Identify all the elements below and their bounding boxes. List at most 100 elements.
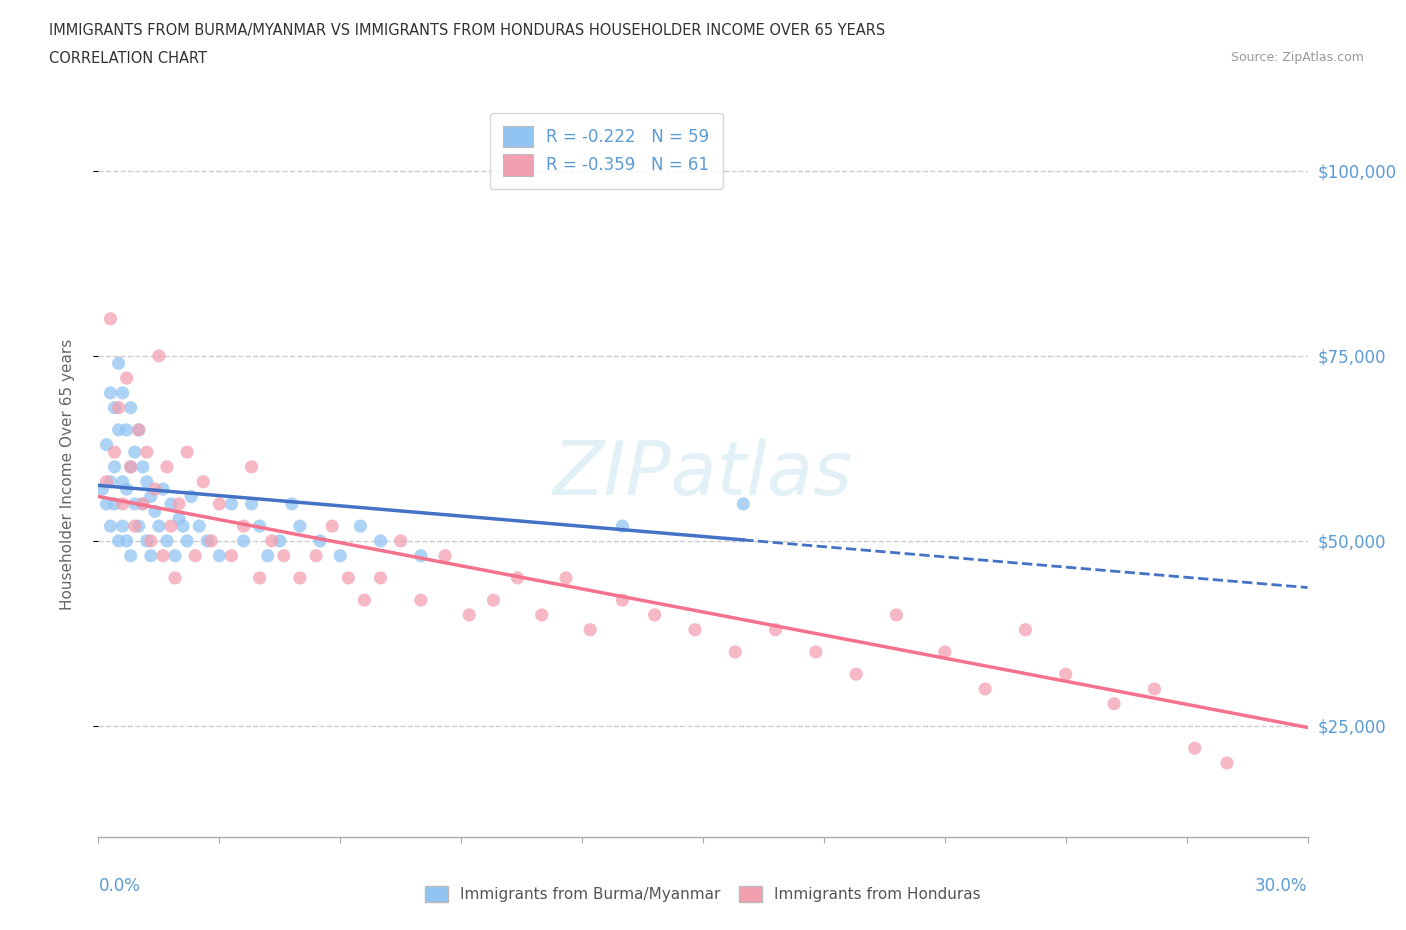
Point xyxy=(132,497,155,512)
Point xyxy=(353,592,375,607)
Point xyxy=(804,644,827,659)
Point xyxy=(167,512,190,526)
Point xyxy=(111,497,134,512)
Point xyxy=(260,534,283,549)
Point xyxy=(115,371,138,386)
Point xyxy=(683,622,706,637)
Point xyxy=(974,682,997,697)
Point xyxy=(139,489,162,504)
Point xyxy=(184,549,207,564)
Point xyxy=(143,482,166,497)
Point xyxy=(195,534,218,549)
Point xyxy=(96,437,118,452)
Point xyxy=(240,497,263,512)
Point xyxy=(1184,740,1206,755)
Point xyxy=(288,570,311,585)
Point xyxy=(167,497,190,512)
Point xyxy=(370,534,392,549)
Point xyxy=(724,644,747,659)
Point xyxy=(160,497,183,512)
Point xyxy=(103,497,125,512)
Point xyxy=(96,497,118,512)
Text: Source: ZipAtlas.com: Source: ZipAtlas.com xyxy=(1230,51,1364,64)
Point xyxy=(103,445,125,459)
Point xyxy=(172,519,194,534)
Point xyxy=(232,534,254,549)
Legend: R = -0.222   N = 59, R = -0.359   N = 61: R = -0.222 N = 59, R = -0.359 N = 61 xyxy=(489,113,723,189)
Point xyxy=(176,534,198,549)
Point xyxy=(612,592,634,607)
Point xyxy=(103,400,125,415)
Point xyxy=(269,534,291,549)
Point xyxy=(482,592,505,607)
Point xyxy=(135,474,157,489)
Point xyxy=(221,549,243,564)
Point xyxy=(100,385,122,400)
Point xyxy=(91,482,114,497)
Point xyxy=(370,570,392,585)
Point xyxy=(273,549,295,564)
Point xyxy=(612,519,634,534)
Text: 0.0%: 0.0% xyxy=(98,877,141,895)
Point xyxy=(120,459,142,474)
Point xyxy=(120,459,142,474)
Point xyxy=(188,519,211,534)
Point xyxy=(180,489,202,504)
Point xyxy=(139,534,162,549)
Point xyxy=(115,422,138,437)
Text: IMMIGRANTS FROM BURMA/MYANMAR VS IMMIGRANTS FROM HONDURAS HOUSEHOLDER INCOME OVE: IMMIGRANTS FROM BURMA/MYANMAR VS IMMIGRA… xyxy=(49,23,886,38)
Point xyxy=(132,497,155,512)
Point xyxy=(96,474,118,489)
Point xyxy=(132,459,155,474)
Point xyxy=(337,570,360,585)
Point xyxy=(409,549,432,564)
Point xyxy=(128,519,150,534)
Point xyxy=(389,534,412,549)
Point xyxy=(143,504,166,519)
Point xyxy=(107,400,129,415)
Point xyxy=(100,519,122,534)
Point xyxy=(156,534,179,549)
Point xyxy=(152,549,174,564)
Point xyxy=(120,400,142,415)
Point xyxy=(845,667,868,682)
Point xyxy=(148,349,170,364)
Point xyxy=(176,445,198,459)
Point xyxy=(249,519,271,534)
Point xyxy=(329,549,352,564)
Point xyxy=(208,497,231,512)
Point xyxy=(281,497,304,512)
Point xyxy=(221,497,243,512)
Point xyxy=(107,356,129,371)
Point xyxy=(124,445,146,459)
Point xyxy=(288,519,311,534)
Point xyxy=(111,519,134,534)
Point xyxy=(100,474,122,489)
Point xyxy=(163,549,186,564)
Point xyxy=(100,312,122,326)
Point xyxy=(309,534,332,549)
Point xyxy=(733,497,755,512)
Point xyxy=(107,534,129,549)
Point xyxy=(555,570,578,585)
Point xyxy=(124,497,146,512)
Point xyxy=(1216,755,1239,770)
Point xyxy=(103,459,125,474)
Point xyxy=(148,519,170,534)
Point xyxy=(139,549,162,564)
Point xyxy=(111,474,134,489)
Point xyxy=(434,549,457,564)
Point xyxy=(232,519,254,534)
Point xyxy=(458,607,481,622)
Point xyxy=(124,519,146,534)
Point xyxy=(193,474,215,489)
Point xyxy=(579,622,602,637)
Point xyxy=(111,385,134,400)
Point xyxy=(120,549,142,564)
Point xyxy=(1102,697,1125,711)
Point xyxy=(765,622,787,637)
Point xyxy=(934,644,956,659)
Point xyxy=(156,459,179,474)
Y-axis label: Householder Income Over 65 years: Householder Income Over 65 years xyxy=(60,339,75,610)
Text: 30.0%: 30.0% xyxy=(1256,877,1308,895)
